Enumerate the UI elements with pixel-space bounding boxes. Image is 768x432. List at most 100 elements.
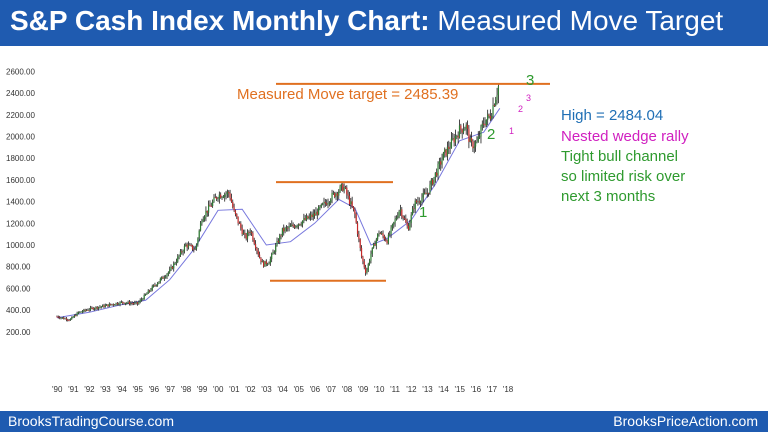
title-banner: S&P Cash Index Monthly Chart: Measured M… xyxy=(0,0,768,46)
price-bar-body xyxy=(497,86,500,96)
price-bar-body xyxy=(170,266,172,270)
price-bar-body xyxy=(229,193,231,199)
price-bar-body xyxy=(393,222,395,225)
price-bar-body xyxy=(195,244,198,249)
price-bar-body xyxy=(453,138,455,143)
x-tick-label: '92 xyxy=(84,385,95,394)
price-bar-body xyxy=(120,301,122,303)
price-bar-body xyxy=(267,263,269,265)
price-bar-body xyxy=(190,244,192,246)
price-bar-body xyxy=(153,285,155,287)
price-bar-body xyxy=(338,191,340,196)
price-bar-body xyxy=(59,317,61,319)
price-bar-body xyxy=(95,307,97,309)
price-bar-body xyxy=(456,135,458,137)
price-bar-body xyxy=(116,303,118,305)
x-tick-label: '12 xyxy=(406,385,417,394)
price-bar-body xyxy=(434,172,436,178)
price-bar-body xyxy=(383,236,385,240)
price-bar-body xyxy=(166,274,168,277)
price-bar-body xyxy=(417,201,419,203)
price-bar-body xyxy=(328,202,330,204)
price-bar-body xyxy=(186,244,188,248)
price-bar-body xyxy=(130,303,132,305)
price-bar-body xyxy=(191,245,194,250)
price-bar-body xyxy=(296,226,298,227)
price-bar-body xyxy=(304,218,306,220)
price-bar-body xyxy=(178,255,180,257)
price-bar-body xyxy=(139,300,141,303)
price-bar-body xyxy=(287,227,289,229)
price-bar-body xyxy=(234,210,237,214)
price-bar-body xyxy=(483,123,485,125)
x-tick-label: '17 xyxy=(487,385,498,394)
price-bar-body xyxy=(76,312,78,316)
price-bar-body xyxy=(151,286,153,290)
price-bar-body xyxy=(226,191,228,194)
price-bar-body xyxy=(389,234,391,235)
price-bar-body xyxy=(415,200,418,203)
price-bar-body xyxy=(91,307,93,309)
leg-3-label: 3 xyxy=(526,72,534,89)
price-bar-body xyxy=(375,239,377,246)
price-bar-body xyxy=(147,290,149,294)
y-tick-label: 800.00 xyxy=(6,263,31,272)
price-bar-body xyxy=(449,147,451,149)
price-bar-body xyxy=(169,269,171,273)
price-bar-body xyxy=(492,105,494,117)
price-bar-body xyxy=(69,319,72,321)
price-bar-body xyxy=(175,261,178,264)
x-tick-label: '18 xyxy=(503,385,514,394)
price-bar-body xyxy=(96,307,98,309)
price-bar-body xyxy=(297,224,300,227)
price-bar-body xyxy=(327,202,329,205)
price-bar-body xyxy=(67,319,69,321)
x-tick-label: '03 xyxy=(261,385,272,394)
price-bar-body xyxy=(199,223,202,231)
price-bar-body xyxy=(77,312,80,314)
price-bar-body xyxy=(221,197,223,198)
footer-left-link[interactable]: BrooksTradingCourse.com xyxy=(8,413,174,429)
price-bar-body xyxy=(370,253,372,261)
price-bar-body xyxy=(157,283,159,286)
price-bar-body xyxy=(209,204,211,206)
price-bar-body xyxy=(468,128,470,142)
y-tick-label: 2400.00 xyxy=(6,89,35,98)
price-bar-body xyxy=(314,213,316,216)
price-bar-body xyxy=(442,152,444,160)
price-bar-body xyxy=(363,261,365,268)
price-bar-body xyxy=(205,210,207,217)
x-tick-label: '04 xyxy=(277,385,288,394)
price-bar-body xyxy=(422,192,424,198)
y-tick-label: 400.00 xyxy=(6,306,31,315)
price-bar-body xyxy=(182,251,184,253)
price-bar-body xyxy=(399,209,402,212)
price-bar-body xyxy=(369,260,371,264)
price-bar-body xyxy=(214,197,216,199)
price-bar-body xyxy=(394,219,396,223)
price-bar-body xyxy=(167,272,169,275)
price-bar-body xyxy=(489,115,491,119)
price-bar-body xyxy=(343,187,345,191)
price-bar-body xyxy=(107,304,109,307)
price-bar-body xyxy=(193,249,195,251)
price-bar-body xyxy=(487,114,489,120)
price-bar-body xyxy=(334,192,336,197)
footer-right-link[interactable]: BrooksPriceAction.com xyxy=(613,413,758,429)
x-tick-label: '95 xyxy=(133,385,144,394)
x-tick-label: '08 xyxy=(342,385,353,394)
price-bar-body xyxy=(242,232,245,235)
y-tick-label: 200.00 xyxy=(6,328,31,337)
x-tick-label: '96 xyxy=(149,385,160,394)
price-bar-body xyxy=(430,179,432,185)
x-tick-label: '00 xyxy=(213,385,224,394)
price-bar-body xyxy=(198,230,200,239)
price-bar-body xyxy=(351,201,353,207)
price-bar-body xyxy=(88,309,90,311)
price-bar-body xyxy=(390,227,392,235)
price-bar-body xyxy=(491,116,493,119)
price-bar-body xyxy=(68,319,70,321)
price-bar-body xyxy=(350,201,352,205)
price-bar-body xyxy=(148,290,151,292)
price-bar-body xyxy=(254,243,257,249)
